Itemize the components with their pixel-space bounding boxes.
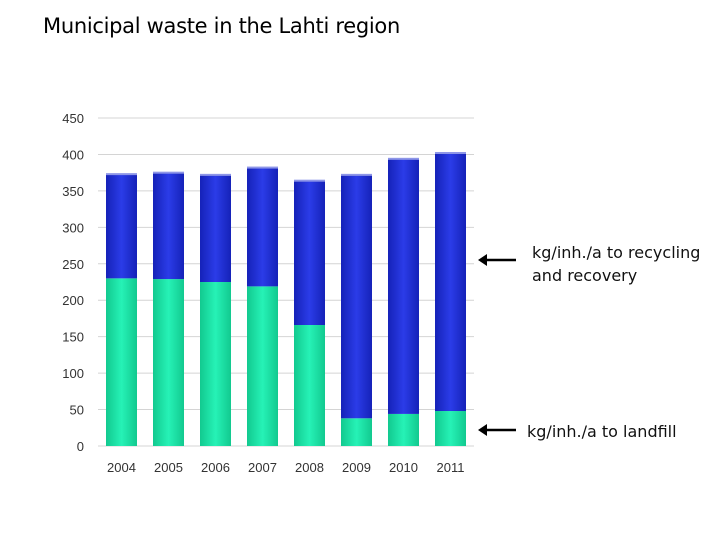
x-tick-label: 2009 bbox=[342, 460, 371, 475]
x-tick-label: 2006 bbox=[201, 460, 230, 475]
y-axis-ticks: 0 50 100 150 200 250 300 350 400 450 bbox=[62, 111, 84, 454]
bar-top-highlight bbox=[388, 157, 419, 160]
bar-landfill-2005 bbox=[153, 279, 184, 446]
bar-landfill-2008 bbox=[294, 325, 325, 446]
bar-top-highlight bbox=[200, 173, 231, 176]
y-tick-label: 200 bbox=[62, 293, 84, 308]
bar-recycling-2004 bbox=[106, 174, 137, 279]
y-tick-label: 300 bbox=[62, 220, 84, 235]
bars bbox=[106, 151, 466, 446]
bar-landfill-2009 bbox=[341, 418, 372, 446]
bar-landfill-2007 bbox=[247, 286, 278, 446]
arrow-left-icon bbox=[478, 254, 516, 266]
y-tick-label: 150 bbox=[62, 330, 84, 345]
legend-recycling: kg/inh./a to recycling and recovery bbox=[532, 243, 701, 285]
bar-landfill-2010 bbox=[388, 413, 419, 446]
bar-recycling-2007 bbox=[247, 167, 278, 287]
x-tick-label: 2004 bbox=[107, 460, 136, 475]
y-tick-label: 100 bbox=[62, 366, 84, 381]
bar-top-highlight bbox=[435, 151, 466, 154]
bar-recycling-2010 bbox=[388, 158, 419, 414]
bar-recycling-2011 bbox=[435, 152, 466, 412]
chart-title: Municipal waste in the Lahti region bbox=[43, 14, 400, 38]
y-tick-label: 450 bbox=[62, 111, 84, 126]
x-tick-label: 2007 bbox=[248, 460, 277, 475]
bar-top-highlight bbox=[294, 179, 325, 182]
y-tick-label: 400 bbox=[62, 147, 84, 162]
bar-top-highlight bbox=[106, 173, 137, 176]
bar-top-highlight bbox=[153, 171, 184, 174]
bar-recycling-2008 bbox=[294, 180, 325, 326]
bar-recycling-2009 bbox=[341, 174, 372, 419]
bar-recycling-2006 bbox=[200, 174, 231, 282]
bar-top-highlight bbox=[247, 166, 278, 169]
y-tick-label: 50 bbox=[70, 403, 84, 418]
bar-recycling-2005 bbox=[153, 172, 184, 280]
legend-landfill: kg/inh./a to landfill bbox=[527, 422, 677, 441]
bar-landfill-2006 bbox=[200, 282, 231, 446]
arrow-left-icon bbox=[478, 424, 516, 436]
bar-landfill-2004 bbox=[106, 278, 137, 446]
x-tick-label: 2008 bbox=[295, 460, 324, 475]
y-tick-label: 350 bbox=[62, 184, 84, 199]
y-tick-label: 250 bbox=[62, 257, 84, 272]
bar-top-highlight bbox=[341, 173, 372, 176]
y-tick-label: 0 bbox=[77, 439, 84, 454]
x-tick-label: 2010 bbox=[389, 460, 418, 475]
x-tick-label: 2011 bbox=[437, 460, 465, 475]
x-tick-label: 2005 bbox=[154, 460, 183, 475]
x-axis-ticks: 2004 2005 2006 2007 2008 2009 2010 2011 bbox=[107, 460, 464, 475]
bar-landfill-2011 bbox=[435, 411, 466, 446]
